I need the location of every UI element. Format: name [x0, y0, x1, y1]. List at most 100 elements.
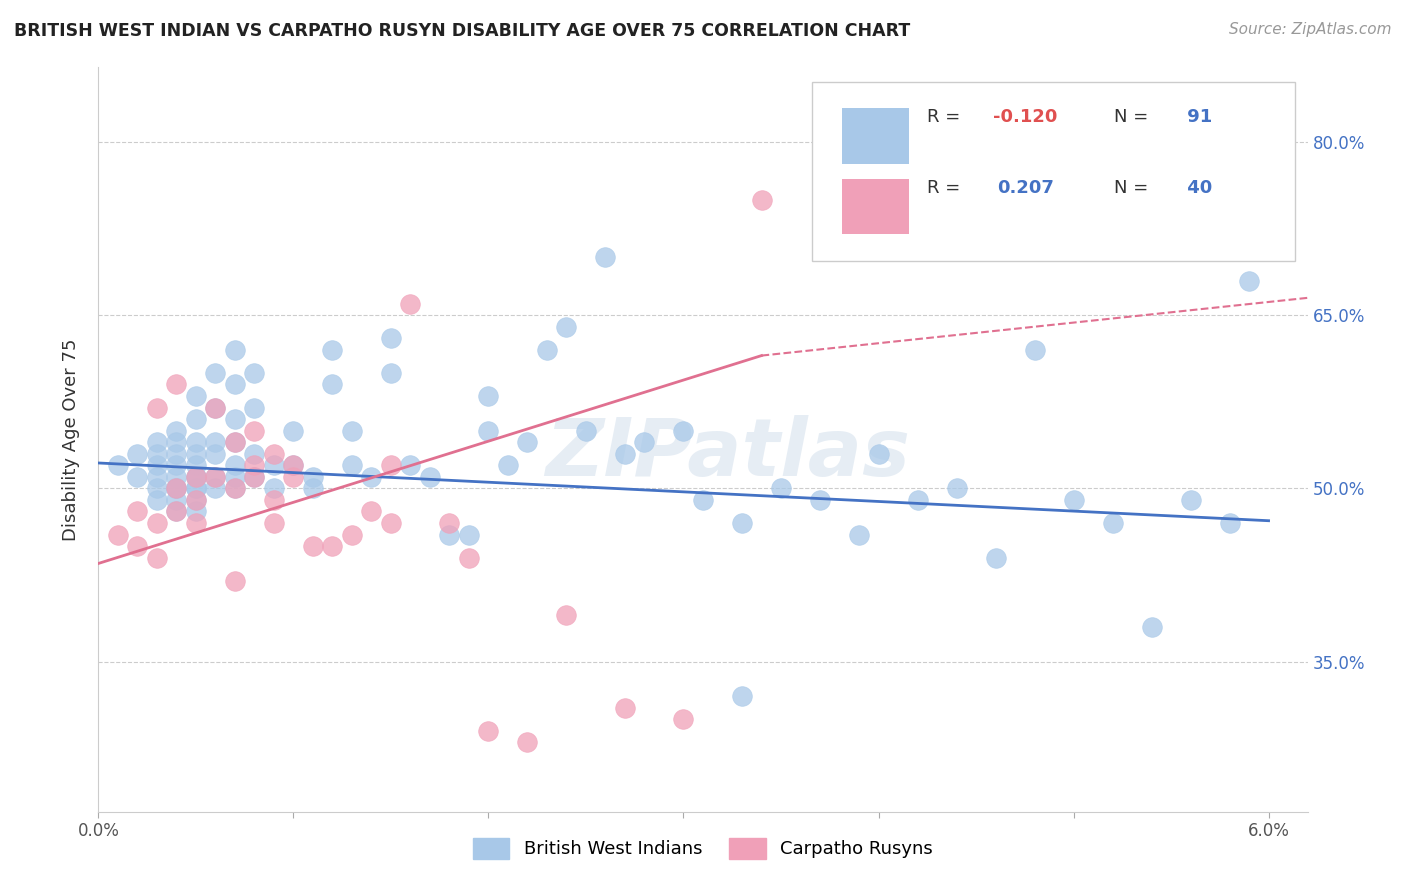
- Text: R =: R =: [927, 108, 966, 126]
- Point: [283, 458, 305, 473]
- Point: [1180, 492, 1202, 507]
- Point: [380, 516, 402, 530]
- Point: [868, 447, 890, 461]
- Point: [204, 366, 226, 380]
- Point: [146, 447, 169, 461]
- Point: [302, 470, 325, 484]
- Point: [243, 458, 266, 473]
- Point: [146, 435, 169, 450]
- Point: [243, 424, 266, 438]
- Point: [1101, 516, 1123, 530]
- Point: [165, 424, 187, 438]
- Point: [184, 389, 207, 403]
- Point: [516, 435, 538, 450]
- Point: [224, 458, 246, 473]
- Point: [263, 492, 285, 507]
- Point: [633, 435, 655, 450]
- Point: [263, 447, 285, 461]
- FancyBboxPatch shape: [842, 108, 908, 164]
- Point: [224, 435, 246, 450]
- Point: [321, 343, 343, 357]
- Text: N =: N =: [1114, 108, 1154, 126]
- Point: [614, 700, 637, 714]
- Text: BRITISH WEST INDIAN VS CARPATHO RUSYN DISABILITY AGE OVER 75 CORRELATION CHART: BRITISH WEST INDIAN VS CARPATHO RUSYN DI…: [14, 22, 910, 40]
- Point: [184, 492, 207, 507]
- Point: [672, 424, 695, 438]
- Point: [165, 482, 187, 496]
- FancyBboxPatch shape: [811, 82, 1295, 260]
- Point: [302, 482, 325, 496]
- Y-axis label: Disability Age Over 75: Disability Age Over 75: [62, 338, 80, 541]
- Point: [595, 251, 617, 265]
- Point: [848, 527, 870, 541]
- Point: [243, 470, 266, 484]
- Point: [146, 516, 169, 530]
- Point: [496, 458, 519, 473]
- Point: [184, 470, 207, 484]
- Point: [204, 435, 226, 450]
- Point: [1063, 492, 1085, 507]
- Point: [184, 458, 207, 473]
- Point: [165, 447, 187, 461]
- Point: [243, 366, 266, 380]
- Point: [127, 504, 149, 518]
- Point: [165, 482, 187, 496]
- Point: [165, 482, 187, 496]
- Text: ZIPatlas: ZIPatlas: [544, 415, 910, 493]
- Point: [224, 435, 246, 450]
- Point: [380, 458, 402, 473]
- Text: Source: ZipAtlas.com: Source: ZipAtlas.com: [1229, 22, 1392, 37]
- Point: [477, 389, 499, 403]
- Point: [321, 539, 343, 553]
- Point: [165, 492, 187, 507]
- Point: [146, 482, 169, 496]
- Point: [283, 424, 305, 438]
- Point: [224, 377, 246, 392]
- Point: [184, 447, 207, 461]
- FancyBboxPatch shape: [842, 178, 908, 235]
- Point: [224, 482, 246, 496]
- Point: [204, 470, 226, 484]
- Point: [458, 550, 481, 565]
- Point: [146, 401, 169, 415]
- Point: [692, 492, 714, 507]
- Text: 40: 40: [1181, 178, 1212, 196]
- Point: [340, 458, 363, 473]
- Point: [204, 470, 226, 484]
- Point: [263, 458, 285, 473]
- Point: [243, 401, 266, 415]
- Point: [224, 574, 246, 588]
- Point: [945, 482, 967, 496]
- Point: [555, 608, 578, 623]
- Point: [536, 343, 558, 357]
- Point: [439, 527, 461, 541]
- Point: [243, 470, 266, 484]
- Point: [263, 482, 285, 496]
- Point: [184, 435, 207, 450]
- Point: [340, 527, 363, 541]
- Text: N =: N =: [1114, 178, 1154, 196]
- Point: [204, 401, 226, 415]
- Point: [165, 377, 187, 392]
- Point: [165, 470, 187, 484]
- Text: 0.207: 0.207: [997, 178, 1053, 196]
- Point: [477, 424, 499, 438]
- Text: 91: 91: [1181, 108, 1212, 126]
- Point: [184, 504, 207, 518]
- Point: [360, 504, 382, 518]
- Point: [184, 516, 207, 530]
- Point: [165, 504, 187, 518]
- Point: [614, 447, 637, 461]
- Point: [146, 550, 169, 565]
- Point: [224, 343, 246, 357]
- Point: [184, 470, 207, 484]
- Point: [204, 401, 226, 415]
- Point: [184, 482, 207, 496]
- Point: [243, 447, 266, 461]
- Point: [419, 470, 441, 484]
- Point: [1219, 516, 1241, 530]
- Point: [360, 470, 382, 484]
- Point: [146, 492, 169, 507]
- Point: [127, 447, 149, 461]
- Point: [477, 723, 499, 738]
